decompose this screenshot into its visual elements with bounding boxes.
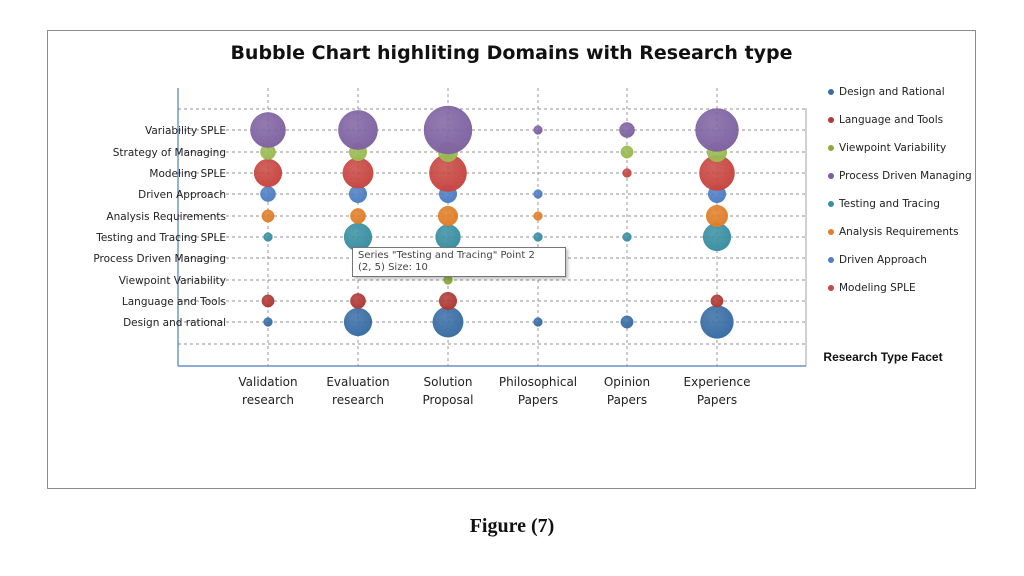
bubble[interactable] — [261, 209, 275, 223]
x-tick-label: Experience Papers — [684, 375, 751, 407]
legend-title: Research Type Facet — [823, 350, 943, 364]
bubble[interactable] — [533, 125, 543, 135]
legend-item: Driven Approach — [828, 254, 978, 282]
bubble[interactable] — [253, 158, 283, 188]
x-axis-labels: Validation research Evaluation research Solu… — [238, 375, 750, 407]
legend-marker — [828, 173, 834, 179]
bubble[interactable] — [619, 122, 635, 138]
y-tick-label: Modeling SPLE — [149, 168, 226, 180]
bubble[interactable] — [423, 105, 473, 155]
legend-item: Viewpoint Variability — [828, 142, 978, 170]
legend-label: Driven Approach — [839, 254, 927, 266]
y-tick-label: Design and rational — [123, 317, 226, 329]
legend-marker — [828, 89, 834, 95]
x-tick-label: Opinion Papers — [604, 375, 650, 407]
bubble[interactable] — [343, 307, 373, 337]
bubble[interactable] — [533, 317, 543, 327]
y-tick-label: Process Driven Managing — [93, 253, 226, 265]
bubbles — [250, 105, 739, 339]
bubble[interactable] — [533, 189, 543, 199]
bubble[interactable] — [438, 291, 458, 311]
legend-label: Modeling SPLE — [839, 282, 916, 294]
bubble[interactable] — [437, 205, 459, 227]
y-axis-labels: Design and rational Language and Tools Vie… — [93, 125, 226, 329]
tooltip-line-1: Series "Testing and Tracing" Point 2 — [358, 250, 535, 261]
bubble[interactable] — [260, 186, 276, 202]
legend-marker — [828, 117, 834, 123]
y-tick-label: Viewpoint Variability — [119, 275, 226, 287]
figure-caption: Figure (7) — [469, 515, 555, 537]
bubble[interactable] — [350, 208, 366, 224]
legend-label: Language and Tools — [839, 114, 944, 126]
legend-label: Analysis Requirements — [839, 226, 959, 238]
y-tick-label: Language and Tools — [122, 296, 226, 308]
bubble[interactable] — [620, 315, 634, 329]
bubble[interactable] — [695, 108, 739, 152]
legend-label: Testing and Tracing — [839, 198, 940, 210]
bubble[interactable] — [710, 294, 724, 308]
tooltip-line-2: (2, 5) Size: 10 — [358, 262, 428, 273]
legend-label: Design and Rational — [839, 86, 945, 98]
legend-marker — [828, 201, 834, 207]
x-tick-label: Evaluation research — [326, 375, 389, 407]
bubble[interactable] — [350, 293, 366, 309]
legend-label: Process Driven Managing — [839, 170, 972, 182]
bubble[interactable] — [435, 224, 461, 250]
legend: Design and Rational Language and Tools Vie… — [828, 86, 978, 310]
legend-item: Testing and Tracing — [828, 198, 978, 226]
legend-marker — [828, 257, 834, 263]
y-tick-label: Strategy of Managing — [113, 147, 226, 159]
legend-item: Language and Tools — [828, 114, 978, 142]
y-tick-label: Testing and Tracing SPLE — [95, 232, 226, 244]
bubble[interactable] — [533, 232, 543, 242]
y-tick-label: Variability SPLE — [145, 125, 226, 137]
legend-label: Viewpoint Variability — [839, 142, 947, 154]
x-tick-label: Validation research — [238, 375, 297, 407]
bubble[interactable] — [250, 112, 286, 148]
bubble[interactable] — [342, 157, 374, 189]
bubble[interactable] — [622, 168, 632, 178]
bubble[interactable] — [700, 305, 734, 339]
bubble[interactable] — [706, 205, 728, 227]
chart-title: Bubble Chart highliting Domains with Res… — [230, 42, 793, 64]
bubble[interactable] — [620, 145, 634, 159]
bubble[interactable] — [533, 211, 543, 221]
legend-item: Process Driven Managing — [828, 170, 978, 198]
legend-item: Design and Rational — [828, 86, 978, 114]
legend-marker — [828, 145, 834, 151]
bubble[interactable] — [432, 306, 464, 338]
x-tick-label: Philosophical Papers — [499, 375, 577, 407]
bubble[interactable] — [263, 317, 273, 327]
bubble[interactable] — [261, 294, 275, 308]
bubble[interactable] — [622, 232, 632, 242]
bubble[interactable] — [263, 232, 273, 242]
legend-item: Analysis Requirements — [828, 226, 978, 254]
y-tick-label: Analysis Requirements — [106, 211, 226, 223]
tooltip: Series "Testing and Tracing" Point 2 (2,… — [352, 247, 566, 277]
y-tick-label: Driven Approach — [138, 189, 226, 201]
x-tick-label: Solution Proposal — [423, 375, 474, 407]
bubble[interactable] — [702, 222, 732, 252]
bubble[interactable] — [338, 110, 378, 150]
legend-marker — [828, 229, 834, 235]
legend-marker — [828, 285, 834, 291]
legend-item: Modeling SPLE — [828, 282, 978, 310]
